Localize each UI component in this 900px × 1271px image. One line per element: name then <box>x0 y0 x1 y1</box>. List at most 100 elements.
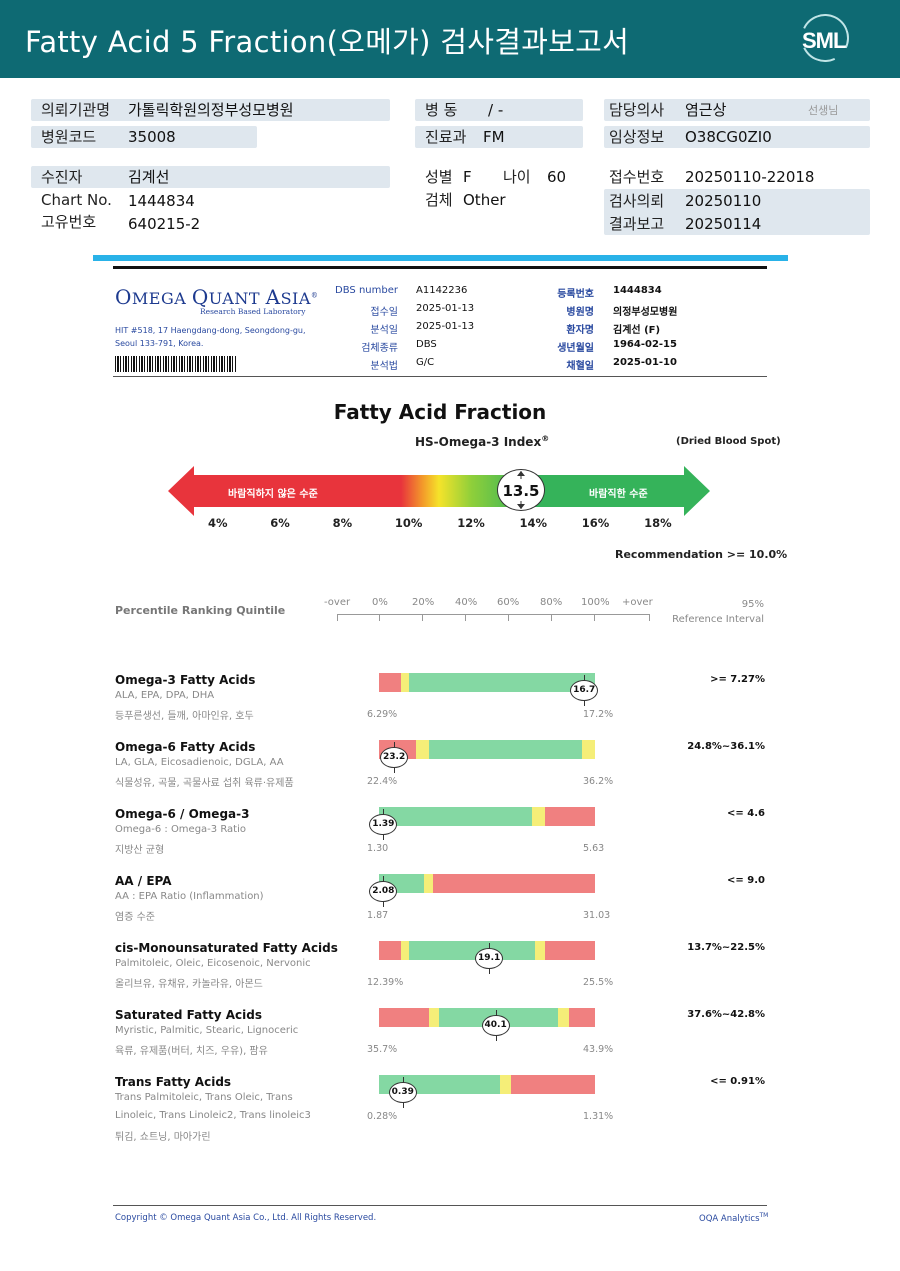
omega-index-value: 13.5 <box>497 469 545 511</box>
range-max: 36.2% <box>583 776 614 787</box>
doctor-suffix: 선생님 <box>808 104 839 117</box>
index-tick-label: 4% <box>208 516 228 530</box>
inst-label: 의뢰기관명 <box>41 101 111 119</box>
range-bar <box>379 1008 595 1027</box>
range-min: 1.87 <box>367 910 389 921</box>
result-marker: 16.7 <box>570 675 599 706</box>
marker-tick <box>402 1077 404 1083</box>
range-segment <box>379 807 533 826</box>
clinical-label: 임상정보 <box>609 128 665 146</box>
inst-box <box>31 99 390 121</box>
range-min: 0.28% <box>367 1111 398 1122</box>
dept-value: FM <box>483 128 505 146</box>
name-box <box>31 166 390 188</box>
dept-box <box>415 126 583 148</box>
result-value: 1.39 <box>372 819 395 829</box>
doctor-label: 담당의사 <box>609 101 665 119</box>
clinical-value: O38CG0ZI0 <box>685 128 772 146</box>
lab-field-label: 환자명 <box>566 325 594 336</box>
percentile-label: Percentile Ranking Quintile <box>115 604 286 617</box>
desirable-label: 바람직한 수준 <box>589 489 648 500</box>
name-value: 김계선 <box>128 168 170 186</box>
index-tick-label: 12% <box>457 516 485 530</box>
footer-brand: OQA AnalyticsTM <box>699 1212 769 1224</box>
fatty-acid-components: Trans Palmitoleic, Trans Oleic, Trans <box>115 1092 293 1103</box>
reference-interval: 13.7%~22.5% <box>687 942 765 953</box>
result-marker: 40.1 <box>481 1010 510 1041</box>
age-label: 나이 <box>503 168 531 186</box>
receipt-label: 접수번호 <box>609 168 665 186</box>
doctor-box <box>604 99 870 121</box>
fatty-acid-components-2: Linoleic, Trans Linoleic2, Trans linolei… <box>115 1110 311 1121</box>
sml-logo: SML <box>794 7 856 69</box>
name-label: 수진자 <box>41 168 83 186</box>
sml-logo-text: SML <box>802 28 846 53</box>
result-value: 19.1 <box>478 953 501 963</box>
id-value: 640215-2 <box>128 215 201 233</box>
lab-field-value: 2025-01-13 <box>416 321 475 332</box>
age-value: 60 <box>547 168 567 186</box>
ward-box <box>415 99 583 121</box>
report-label: 결과보고 <box>609 215 665 233</box>
marker-tick <box>394 767 396 773</box>
range-segment <box>424 874 433 893</box>
range-segment <box>582 740 595 759</box>
chart-label: Chart No. <box>41 191 112 209</box>
marker-tick <box>383 834 385 840</box>
index-tick-label: 18% <box>644 516 672 530</box>
scale-label: 100% <box>581 597 610 608</box>
reference-interval: 24.8%~36.1% <box>687 741 765 752</box>
marker-tick <box>383 901 385 907</box>
specimen-note: (Dried Blood Spot) <box>676 436 781 447</box>
report-title: Fatty Acid 5 Fraction(오메가) 검사결과보고서 <box>25 25 630 59</box>
marker-tick <box>489 968 491 974</box>
range-segment <box>499 1075 511 1094</box>
range-segment <box>545 807 595 826</box>
range-segment <box>510 1075 595 1094</box>
range-segment <box>534 941 546 960</box>
id-label: 고유번호 <box>41 213 97 231</box>
range-max: 31.03 <box>583 910 611 921</box>
lab-address-2: Seoul 133-791, Korea. <box>115 339 204 348</box>
range-max: 1.31% <box>583 1111 614 1122</box>
inst-value: 가톨릭학원의정부성모병원 <box>128 101 294 119</box>
omega-quant-logo: OMEGA QUANT ASIA® <box>115 285 319 309</box>
scale-label: 20% <box>412 597 435 608</box>
range-max: 43.9% <box>583 1044 614 1055</box>
fatty-acid-components: LA, GLA, Eicosadienoic, DGLA, AA <box>115 757 284 768</box>
scale-label: 80% <box>540 597 563 608</box>
result-value: 0.39 <box>391 1087 414 1097</box>
reference-interval: 37.6%~42.8% <box>687 1009 765 1020</box>
copyright: Copyright © Omega Quant Asia Co., Ltd. A… <box>115 1213 377 1223</box>
marker-tick <box>489 943 491 949</box>
lab-field-value: 김계선 (F) <box>613 325 661 336</box>
scale-label: 40% <box>455 597 478 608</box>
range-segment <box>558 1008 570 1027</box>
fatty-acid-components: Myristic, Palmitic, Stearic, Lignoceric <box>115 1025 299 1036</box>
marker-tick <box>394 742 396 748</box>
range-segment <box>545 941 595 960</box>
lab-divider <box>113 376 767 377</box>
undesirable-label: 바람직하지 않은 수준 <box>228 489 318 500</box>
range-max: 25.5% <box>583 977 614 988</box>
fatty-acid-name: Omega-6 / Omega-3 <box>115 807 250 821</box>
scale-axis <box>337 614 650 622</box>
fatty-acid-sources: 지방산 균형 <box>115 845 165 856</box>
ward-value: / - <box>488 101 504 119</box>
range-segment <box>379 941 401 960</box>
reference-interval-heading: 95% Reference Interval <box>672 599 764 625</box>
request-value: 20250110 <box>685 192 762 210</box>
range-bar <box>379 740 595 759</box>
fatty-acid-sources: 올리브유, 유채유, 카놀라유, 아몬드 <box>115 979 263 990</box>
fatty-acid-sources: 튀김, 쇼트닝, 마아가린 <box>115 1132 211 1143</box>
fatty-acid-name: Omega-3 Fatty Acids <box>115 673 256 687</box>
lab-field-label: 병원명 <box>566 307 594 318</box>
reference-interval: >= 7.27% <box>710 674 765 685</box>
sex-value: F <box>463 168 472 186</box>
result-marker: 23.2 <box>380 742 409 773</box>
lab-field-label: 분석법 <box>370 361 398 372</box>
range-segment <box>409 673 595 692</box>
fatty-acid-name: Omega-6 Fatty Acids <box>115 740 256 754</box>
lab-field-label: 생년월일 <box>557 343 594 354</box>
fatty-acid-sources: 식물성유, 곡물, 곡물사료 섭취 육류·유제품 <box>115 778 294 789</box>
